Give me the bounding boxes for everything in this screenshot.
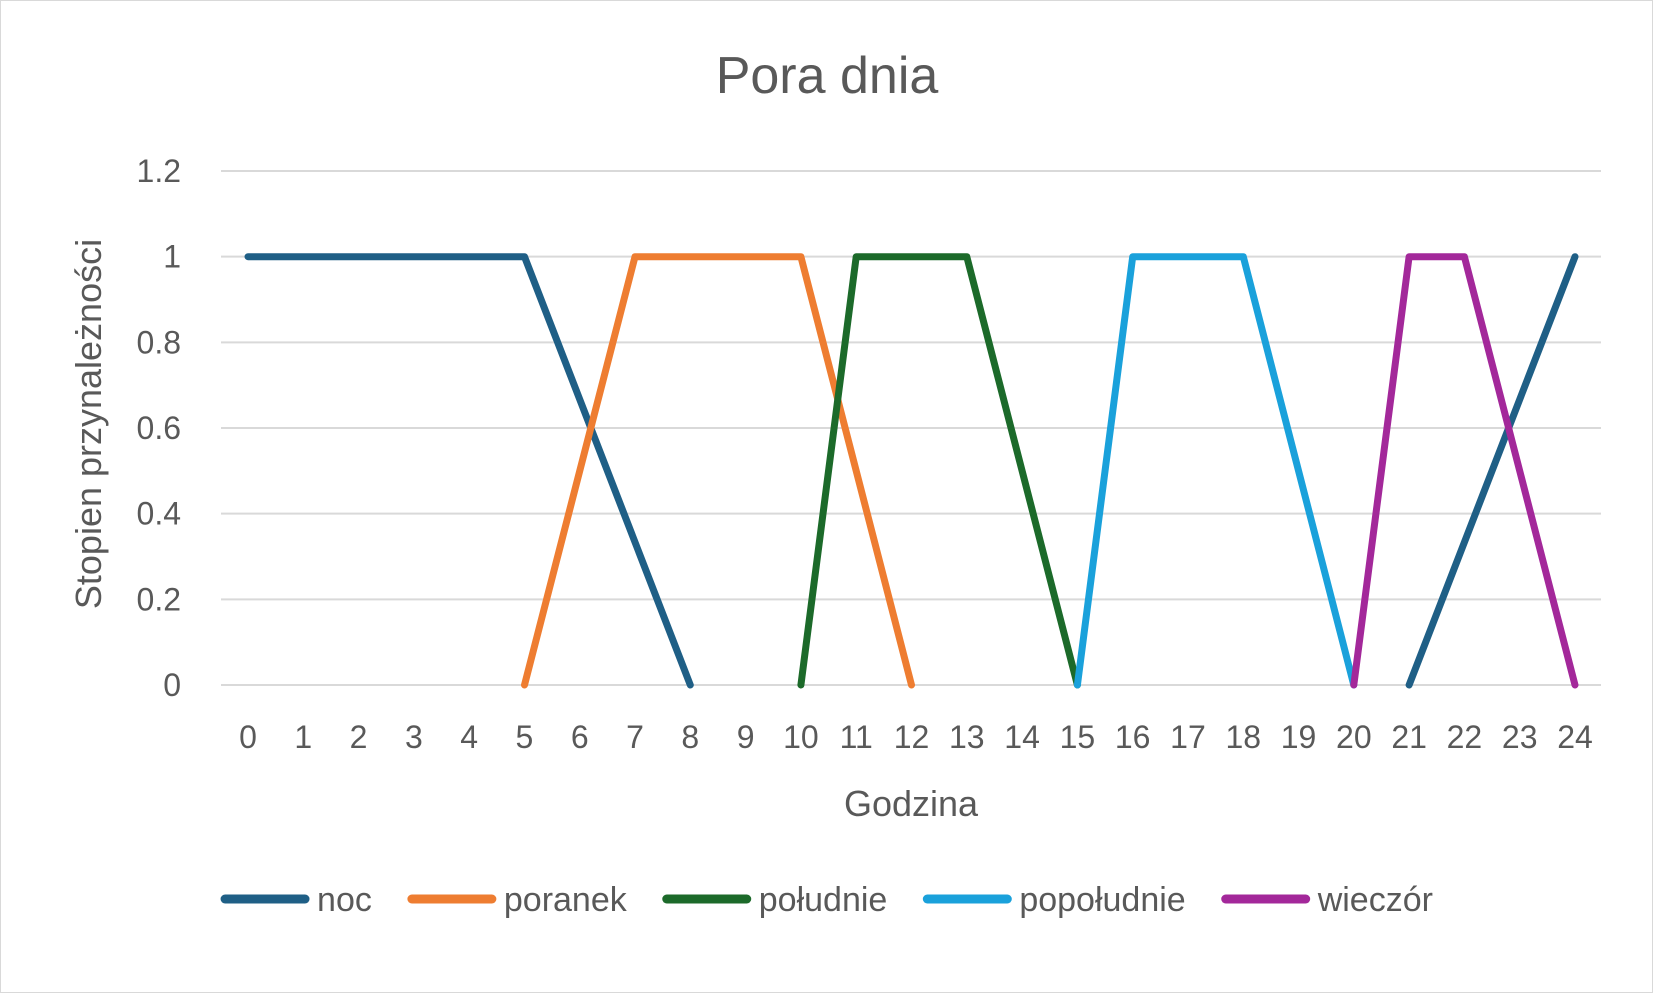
series-line-południe — [797, 253, 1081, 689]
x-tick-label: 13 — [949, 719, 985, 755]
x-tick-label: 20 — [1336, 719, 1372, 755]
x-tick-label: 22 — [1447, 719, 1483, 755]
y-axis-ticks: 0 0.2 0.4 0.6 0.8 1 1.2 — [137, 153, 181, 703]
x-tick-label: 10 — [783, 719, 819, 755]
series-lines — [244, 253, 1579, 689]
x-tick-label: 12 — [894, 719, 930, 755]
y-tick-label: 0.2 — [137, 581, 181, 617]
legend-item-noc: noc — [220, 881, 372, 919]
x-tick-label: 5 — [516, 719, 534, 755]
series-line-popołudnie — [1073, 253, 1358, 689]
legend-item-wieczór: wieczór — [1221, 881, 1433, 919]
x-tick-label: 0 — [239, 719, 257, 755]
x-tick-label: 9 — [737, 719, 755, 755]
series-line-poranek — [521, 253, 915, 689]
x-tick-label: 17 — [1170, 719, 1206, 755]
legend-item-popołudnie: popołudnie — [922, 881, 1186, 919]
x-axis-ticks: 0 1 2 3 4 5 6 7 8 9 10 11 12 13 14 15 16 17 18 19 20 21 22 23 24 — [239, 719, 1593, 755]
legend-label: noc — [317, 881, 372, 919]
legend-item-poranek: poranek — [407, 881, 628, 919]
x-tick-label: 18 — [1225, 719, 1261, 755]
legend-label: wieczór — [1317, 881, 1433, 919]
x-tick-label: 3 — [405, 719, 423, 755]
legend-label: popołudnie — [1019, 881, 1185, 919]
y-tick-label: 0.8 — [137, 324, 181, 360]
x-tick-label: 19 — [1281, 719, 1317, 755]
x-tick-label: 11 — [840, 719, 873, 755]
legend-label: południe — [759, 881, 888, 919]
y-tick-label: 0.6 — [137, 410, 181, 446]
series-line-noc — [1405, 253, 1579, 689]
x-tick-label: 16 — [1115, 719, 1151, 755]
x-tick-label: 1 — [294, 719, 312, 755]
x-tick-label: 7 — [626, 719, 644, 755]
x-tick-label: 21 — [1391, 719, 1427, 755]
x-tick-label: 4 — [460, 719, 478, 755]
series-line-noc — [244, 253, 694, 689]
x-tick-label: 8 — [681, 719, 699, 755]
legend-label: poranek — [504, 881, 628, 919]
x-tick-label: 23 — [1502, 719, 1538, 755]
y-axis-title: Stopien przynależności — [68, 239, 109, 609]
x-tick-label: 2 — [350, 719, 368, 755]
x-tick-label: 24 — [1557, 719, 1593, 755]
x-tick-label: 6 — [571, 719, 589, 755]
chart-title: Pora dnia — [716, 47, 939, 105]
x-axis-title: Godzina — [844, 783, 979, 824]
series-line-wieczór — [1350, 253, 1579, 689]
y-tick-label: 0 — [163, 667, 181, 703]
y-tick-label: 1.2 — [137, 153, 181, 189]
y-tick-label: 0.4 — [137, 496, 181, 532]
x-tick-label: 14 — [1004, 719, 1040, 755]
legend-item-południe: południe — [662, 881, 888, 919]
gridlines — [221, 170, 1601, 686]
legend: noc poranek południe popołudnie wieczór — [220, 881, 1433, 919]
x-tick-label: 15 — [1060, 719, 1096, 755]
y-tick-label: 1 — [163, 239, 181, 275]
